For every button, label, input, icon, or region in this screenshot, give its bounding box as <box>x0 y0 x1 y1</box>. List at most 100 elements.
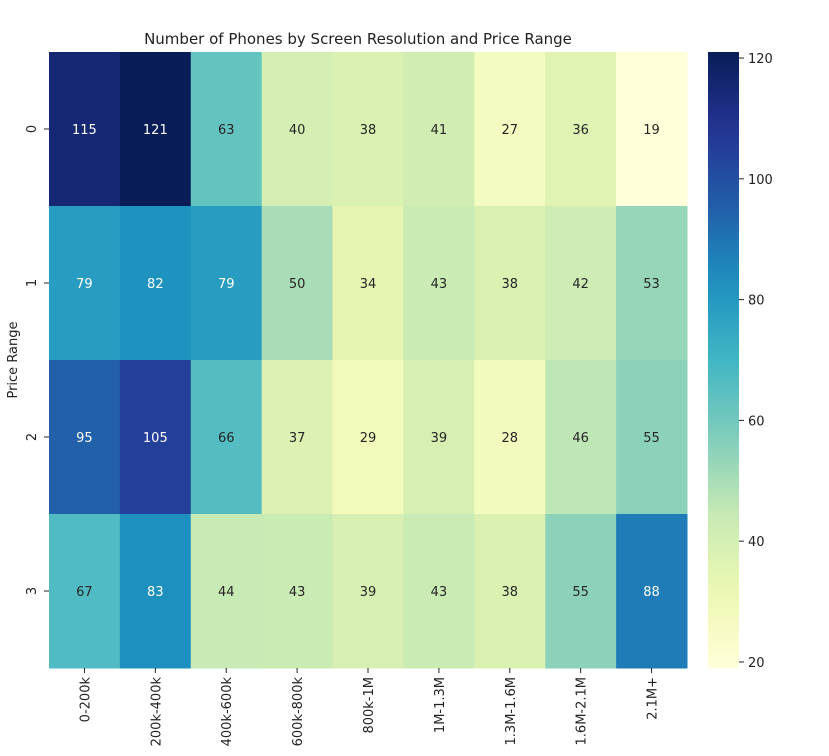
heatmap-cell <box>545 52 617 207</box>
heatmap-cell <box>545 206 617 361</box>
heatmap-cell <box>616 52 688 207</box>
heatmap-cell <box>332 52 404 207</box>
cell-value-label: 50 <box>289 277 306 292</box>
heatmap-cell <box>474 52 546 207</box>
cell-value-label: 79 <box>76 277 93 292</box>
heatmap-cell <box>49 514 121 669</box>
cell-value-label: 105 <box>143 431 168 446</box>
cell-value-label: 39 <box>360 585 377 600</box>
heatmap-cell-labels: 115 121 63 40 38 41 27 36 19 79 82 79 50 34 43 38 42 53 95… <box>72 123 660 600</box>
heatmap-cell <box>119 514 192 669</box>
chart-title: Number of Phones by Screen Resolution an… <box>144 30 572 48</box>
x-tick-label: 2.1M+ <box>646 677 661 720</box>
heatmap-cell <box>119 52 192 207</box>
cell-value-label: 42 <box>572 277 589 292</box>
cell-value-label: 46 <box>572 431 589 446</box>
cell-value-label: 38 <box>360 123 377 138</box>
cell-value-label: 41 <box>431 123 448 138</box>
x-tick-label: 200k-400k <box>149 677 164 747</box>
cell-value-label: 83 <box>147 585 164 600</box>
cell-value-label: 82 <box>147 277 164 292</box>
x-tick-label: 1.3M-1.6M <box>504 677 519 745</box>
cell-value-label: 66 <box>218 431 235 446</box>
cell-value-label: 43 <box>431 277 448 292</box>
heatmap-cell <box>545 514 617 669</box>
cell-value-label: 43 <box>431 585 448 600</box>
cell-value-label: 39 <box>431 431 448 446</box>
heatmap-cell <box>332 514 404 669</box>
heatmap-cell <box>616 514 688 669</box>
cell-value-label: 79 <box>218 277 235 292</box>
y-tick-label: 2 <box>25 433 40 441</box>
heatmap-cell <box>261 514 334 669</box>
colorbar-tick-label: 40 <box>748 535 765 550</box>
cell-value-label: 88 <box>643 585 660 600</box>
colorbar-tick-label: 100 <box>748 173 773 188</box>
y-tick-label: 0 <box>25 125 40 133</box>
x-tick-label: 1.6M-2.1M <box>575 677 590 745</box>
cell-value-label: 44 <box>218 585 235 600</box>
heatmap-cell <box>119 206 192 361</box>
x-tick-label: 0-200k <box>78 677 93 723</box>
cell-value-label: 19 <box>643 123 660 138</box>
x-tick-label: 800k-1M <box>362 677 377 734</box>
heatmap-cell <box>474 206 546 361</box>
cell-value-label: 67 <box>76 585 93 600</box>
cell-value-label: 38 <box>502 585 519 600</box>
heatmap-cell <box>474 360 546 515</box>
cell-value-label: 95 <box>76 431 93 446</box>
heatmap-cell <box>403 206 475 361</box>
cell-value-label: 37 <box>289 431 306 446</box>
heatmap-cell <box>616 360 688 515</box>
heatmap-cell <box>190 360 263 515</box>
y-tick-label: 3 <box>25 587 40 595</box>
heatmap-cell <box>261 360 334 515</box>
x-tick-label: 1M-1.3M <box>433 677 448 733</box>
cell-value-label: 115 <box>72 123 97 138</box>
heatmap-cell <box>190 514 263 669</box>
heatmap-cell <box>261 52 334 207</box>
cell-value-label: 43 <box>289 585 306 600</box>
heatmap-cell <box>49 52 121 207</box>
cell-value-label: 34 <box>360 277 377 292</box>
heatmap-cell <box>545 360 617 515</box>
colorbar: 20 40 60 80 100 120 <box>708 52 773 671</box>
heatmap-cell <box>190 206 263 361</box>
heatmap-cell <box>332 206 404 361</box>
y-axis-ticks: 0 1 2 3 <box>25 125 49 595</box>
colorbar-tick-label: 60 <box>748 414 765 429</box>
colorbar-tick-label: 20 <box>748 656 765 671</box>
heatmap-cell <box>616 206 688 361</box>
heatmap-cells <box>49 52 688 669</box>
heatmap-cell <box>119 360 192 515</box>
heatmap-cell <box>474 514 546 669</box>
cell-value-label: 121 <box>143 123 168 138</box>
cell-value-label: 63 <box>218 123 235 138</box>
y-axis-label: Price Range <box>6 321 21 398</box>
y-tick-label: 1 <box>25 279 40 287</box>
cell-value-label: 55 <box>643 431 660 446</box>
cell-value-label: 28 <box>502 431 519 446</box>
cell-value-label: 27 <box>502 123 519 138</box>
cell-value-label: 36 <box>572 123 589 138</box>
heatmap-cell <box>403 514 475 669</box>
heatmap-cell <box>332 360 404 515</box>
colorbar-tick-label: 120 <box>748 52 773 67</box>
cell-value-label: 40 <box>289 123 306 138</box>
x-axis-ticks: 0-200k 200k-400k 400k-600k 600k-800k 800k-1M… <box>78 668 661 747</box>
cell-value-label: 53 <box>643 277 660 292</box>
cell-value-label: 29 <box>360 431 377 446</box>
heatmap-cell <box>403 360 475 515</box>
colorbar-tick-label: 80 <box>748 294 765 309</box>
cell-value-label: 55 <box>572 585 589 600</box>
heatmap-cell <box>49 206 121 361</box>
heatmap-cell <box>49 360 121 515</box>
heatmap-cell <box>403 52 475 207</box>
cell-value-label: 38 <box>502 277 519 292</box>
x-tick-label: 600k-800k <box>291 677 306 747</box>
colorbar-gradient <box>708 52 739 668</box>
x-tick-label: 400k-600k <box>220 677 235 747</box>
heatmap-cell <box>190 52 263 207</box>
